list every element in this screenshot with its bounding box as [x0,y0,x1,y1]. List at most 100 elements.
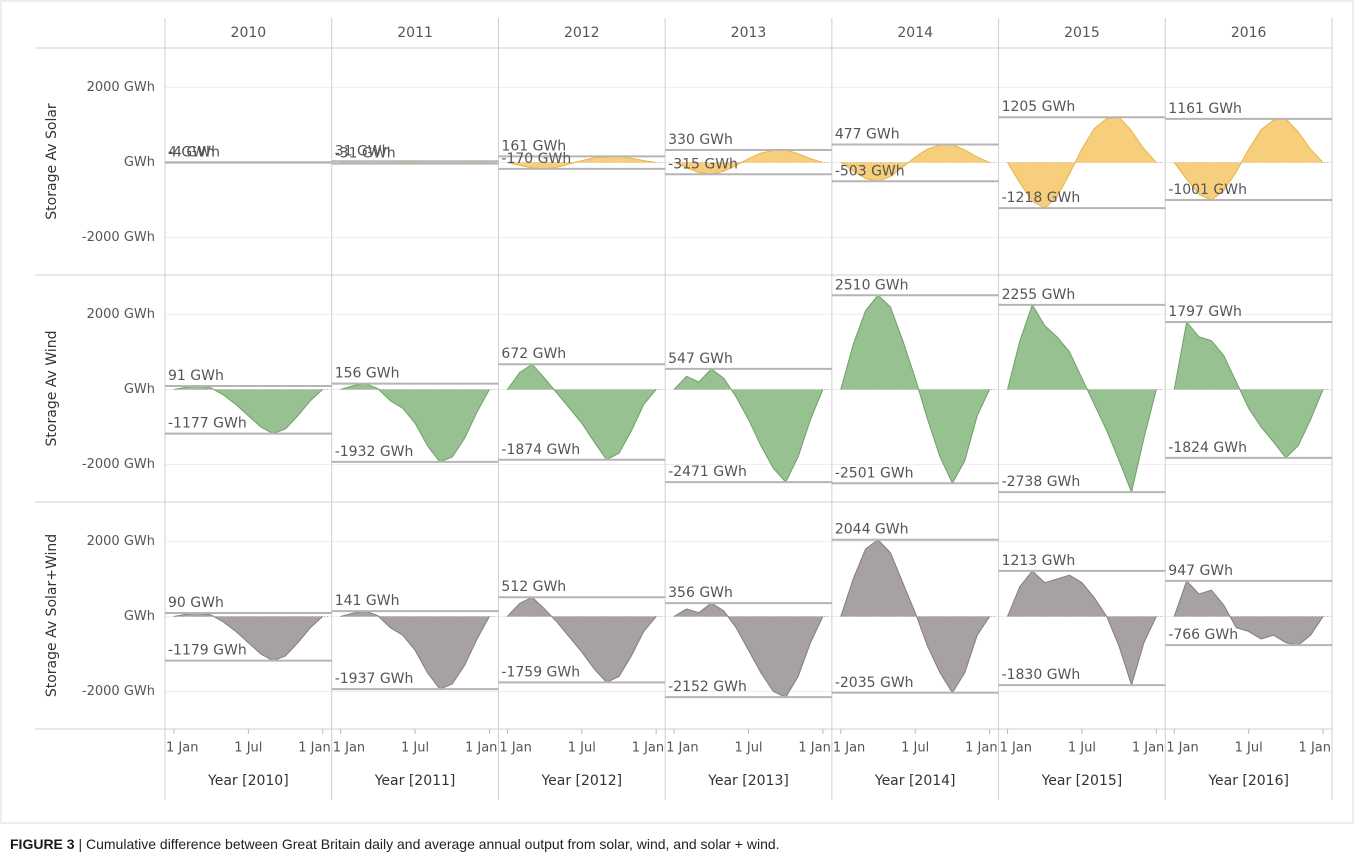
y-tick-label: 2000 GWh [87,534,155,549]
reference-label: -503 GWh [835,163,905,179]
x-tick-label: 1 Jan [1000,741,1032,756]
reference-label: -1824 GWh [1168,440,1247,456]
reference-label: 161 GWh [501,138,566,154]
column-header: 2010 [231,25,267,41]
x-tick-label: 1 Jan [166,741,198,756]
area-outline [840,294,991,485]
reference-label: 156 GWh [335,366,400,382]
x-tick-label: 1 Jan [833,741,865,756]
area-outline [673,602,824,698]
reference-label: 1205 GWh [1002,99,1076,115]
y-tick-label: GWh [124,155,155,170]
reference-label: -2035 GWh [835,675,914,691]
x-tick-label: 1 Jan [298,741,330,756]
area [507,597,657,683]
row-title: Storage Av Solar+Wind [44,534,60,697]
reference-label: 4 GWh [168,144,215,160]
x-tick-label: 1 Jul [1235,741,1263,756]
reference-label: 1797 GWh [1168,304,1242,320]
y-tick-label: 2000 GWh [87,80,155,95]
x-axis-title: Year [2010] [207,773,289,789]
reference-label: -170 GWh [501,151,571,167]
reference-label: 2044 GWh [835,522,909,538]
x-axis-title: Year [2011] [374,773,456,789]
x-tick-label: 1 Jan [632,741,664,756]
x-tick-label: 1 Jul [234,741,262,756]
column-header: 2011 [397,25,433,41]
x-tick-label: 1 Jan [798,741,830,756]
x-tick-label: 1 Jul [568,741,596,756]
reference-label: -1874 GWh [501,442,580,458]
reference-label: -1179 GWh [168,643,247,659]
area [1007,570,1157,686]
reference-label: 512 GWh [501,579,566,595]
caption-text: | Cumulative difference between Great Br… [74,836,780,852]
x-tick-label: 1 Jul [901,741,929,756]
reference-label: -315 GWh [668,156,738,172]
reference-label: 31 GWh [335,143,391,159]
column-header: 2016 [1231,25,1267,41]
reference-label: -2738 GWh [1002,474,1081,490]
caption-label: FIGURE 3 [10,836,75,852]
reference-label: 1161 GWh [1168,101,1242,117]
x-tick-label: 1 Jan [666,741,698,756]
area [1174,580,1324,646]
area [507,156,657,169]
reference-label: 356 GWh [668,585,733,601]
column-header: 2012 [564,25,600,41]
reference-label: 672 GWh [501,346,566,362]
area [1007,304,1157,493]
reference-label: 2255 GWh [1002,287,1076,303]
reference-label: 91 GWh [168,368,224,384]
reference-label: -1218 GWh [1002,190,1081,206]
reference-label: -1001 GWh [1168,182,1247,198]
column-header: 2013 [731,25,767,41]
area [840,539,990,693]
figure-border [0,0,1354,824]
x-tick-label: 1 Jul [1068,741,1096,756]
area [173,613,323,661]
column-header: 2015 [1064,25,1100,41]
y-tick-label: -2000 GWh [82,230,155,245]
area [674,150,823,175]
x-tick-label: 1 Jan [499,741,531,756]
area-outline [840,144,990,182]
x-axis-title: Year [2015] [1041,773,1123,789]
reference-label: -2471 GWh [668,464,747,480]
reference-label: -2152 GWh [668,679,747,695]
reference-label: -766 GWh [1168,627,1238,643]
reference-label: 141 GWh [335,593,400,609]
reference-label: 90 GWh [168,595,224,611]
x-tick-label: 1 Jul [734,741,762,756]
area [674,368,823,483]
y-tick-label: GWh [124,609,155,624]
reference-label: -1937 GWh [335,671,414,687]
area-outline [1173,320,1324,459]
reference-label: 547 GWh [668,351,733,367]
figure: -2000 GWh GWh 2000 GWh Storage Av Solar -200… [0,0,1354,824]
area-outline [840,539,991,694]
caption: FIGURE 3 | Cumulative difference between… [10,836,780,852]
reference-label: -1830 GWh [1002,667,1081,683]
x-tick-label: 1 Jan [1132,741,1164,756]
area [1174,322,1324,458]
reference-label: -1932 GWh [335,444,414,460]
x-tick-label: 1 Jan [465,741,497,756]
reference-label: -1177 GWh [168,416,247,432]
x-axis-title: Year [2013] [707,773,789,789]
reference-label: -1759 GWh [501,664,580,680]
area-outline [673,149,824,175]
y-tick-label: -2000 GWh [82,457,155,472]
x-tick-label: 1 Jul [401,741,429,756]
x-axis-title: Year [2016] [1207,773,1289,789]
reference-label: -2501 GWh [835,465,914,481]
x-tick-label: 1 Jan [333,741,365,756]
reference-label: 477 GWh [835,127,900,143]
area-outline [1007,116,1157,209]
x-axis-title: Year [2012] [540,773,622,789]
area [840,144,990,182]
reference-label: 947 GWh [1168,563,1233,579]
reference-label: -4 GWh [168,145,220,161]
x-tick-label: 1 Jan [1299,741,1331,756]
